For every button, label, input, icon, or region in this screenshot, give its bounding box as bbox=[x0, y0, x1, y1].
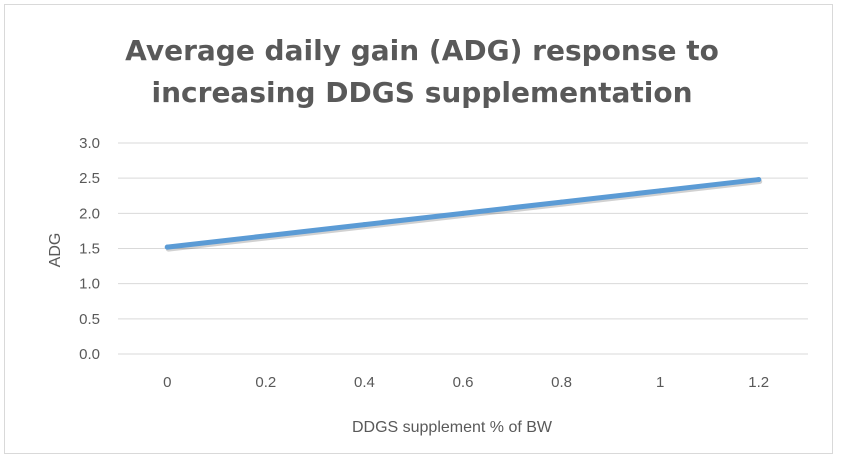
y-tick-label: 2.0 bbox=[79, 205, 100, 222]
x-tick-label: 0.6 bbox=[453, 374, 474, 391]
data-point bbox=[756, 177, 762, 183]
x-tick-label: 0.8 bbox=[551, 374, 572, 391]
y-axis-label: ADG bbox=[47, 233, 64, 268]
y-tick-label: 1.5 bbox=[79, 241, 100, 258]
y-tick-label: 1.0 bbox=[79, 276, 100, 293]
y-tick-label: 3.0 bbox=[79, 135, 100, 152]
data-point bbox=[361, 222, 367, 228]
x-axis-ticks: 0 0.2 0.4 0.6 0.8 1 1.2 bbox=[163, 374, 769, 391]
y-tick-label: 0.0 bbox=[79, 346, 100, 363]
data-point bbox=[559, 199, 565, 205]
data-point bbox=[657, 188, 663, 194]
x-axis-label: DDGS supplement % of BW bbox=[352, 419, 553, 436]
chart-title-line-1: Average daily gain (ADG) response to bbox=[125, 34, 719, 67]
x-tick-label: 1.2 bbox=[748, 374, 769, 391]
x-tick-label: 0 bbox=[163, 374, 171, 391]
data-point bbox=[263, 233, 269, 239]
series-group bbox=[164, 177, 763, 252]
y-axis-ticks: 0.0 0.5 1.0 1.5 2.0 2.5 3.0 bbox=[79, 135, 100, 363]
x-tick-label: 1 bbox=[656, 374, 664, 391]
gridlines bbox=[118, 142, 808, 355]
chart-title: Average daily gain (ADG) response to inc… bbox=[0, 30, 844, 114]
x-tick-label: 0.2 bbox=[255, 374, 276, 391]
y-tick-label: 0.5 bbox=[79, 311, 100, 328]
data-point bbox=[164, 244, 170, 250]
chart-title-line-2: increasing DDGS supplementation bbox=[151, 76, 693, 109]
y-tick-label: 2.5 bbox=[79, 170, 100, 187]
chart-frame bbox=[4, 4, 833, 454]
data-point bbox=[460, 210, 466, 216]
x-tick-label: 0.4 bbox=[354, 374, 375, 391]
